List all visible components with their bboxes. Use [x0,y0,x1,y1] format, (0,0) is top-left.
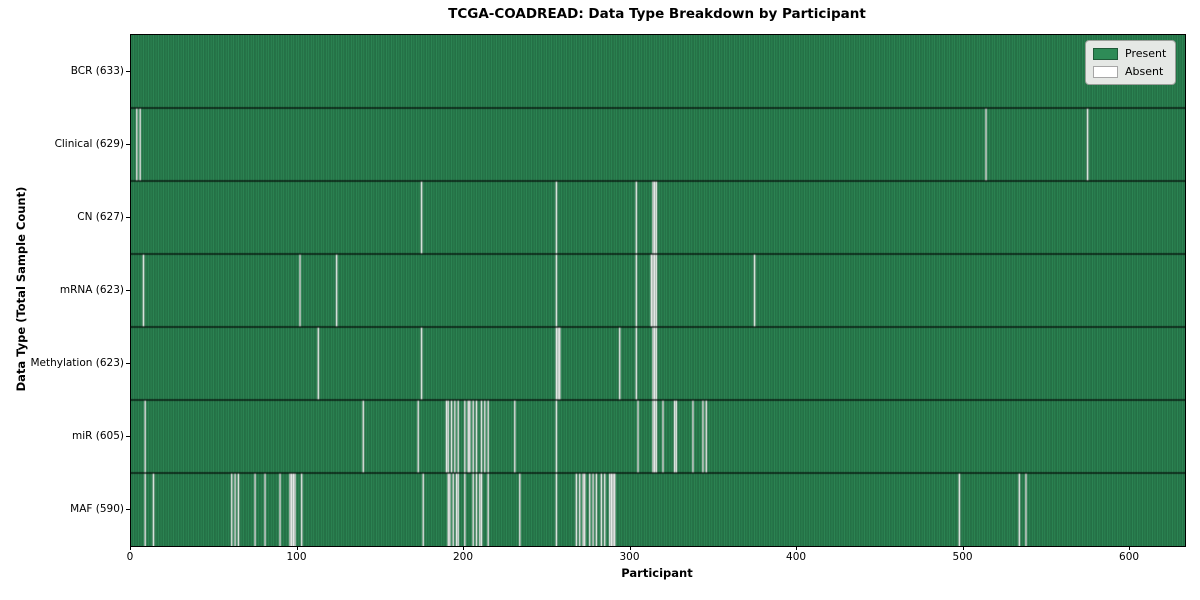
y-axis-label: Data Type (Total Sample Count) [14,186,28,392]
legend-swatch-absent [1093,65,1118,78]
y-tick-mark [126,216,130,218]
y-tick-mark [126,435,130,437]
legend-label: Present [1125,47,1167,60]
y-tick-label: Clinical (629) [54,137,124,150]
x-tick-label: 400 [786,551,807,563]
x-tick-mark [629,546,631,550]
plot-area [130,34,1186,547]
x-tick-mark [796,546,798,550]
chart-title: TCGA-COADREAD: Data Type Breakdown by Pa… [448,6,866,22]
x-axis-label: Participant [621,566,693,580]
y-tick-label: BCR (633) [70,64,124,77]
y-tick-mark [126,362,130,364]
legend: Present Absent [1085,40,1176,85]
x-tick-label: 100 [286,551,307,563]
y-tick-label: CN (627) [77,210,124,223]
legend-item: Present [1093,47,1167,60]
x-tick-mark [296,546,298,550]
legend-label: Absent [1125,65,1164,78]
x-tick-label: 200 [452,551,474,563]
x-tick-mark [1129,546,1131,550]
x-tick-label: 300 [619,551,640,563]
x-tick-mark [962,546,964,550]
legend-item: Absent [1093,65,1167,78]
y-tick-mark [126,289,130,291]
x-tick-mark [130,546,131,550]
y-tick-label: MAF (590) [70,502,124,515]
heatmap-canvas [131,35,1185,546]
y-tick-label: mRNA (623) [59,283,124,296]
x-tick-label: 600 [1119,551,1140,563]
legend-swatch-present [1093,47,1118,60]
y-tick-mark [126,70,130,72]
x-tick-label: 0 [126,551,134,563]
x-tick-mark [463,546,465,550]
y-tick-mark [126,143,130,145]
y-tick-label: miR (605) [71,429,124,442]
y-tick-mark [126,508,130,510]
x-tick-label: 500 [952,551,973,563]
y-tick-label: Methylation (623) [30,356,124,369]
